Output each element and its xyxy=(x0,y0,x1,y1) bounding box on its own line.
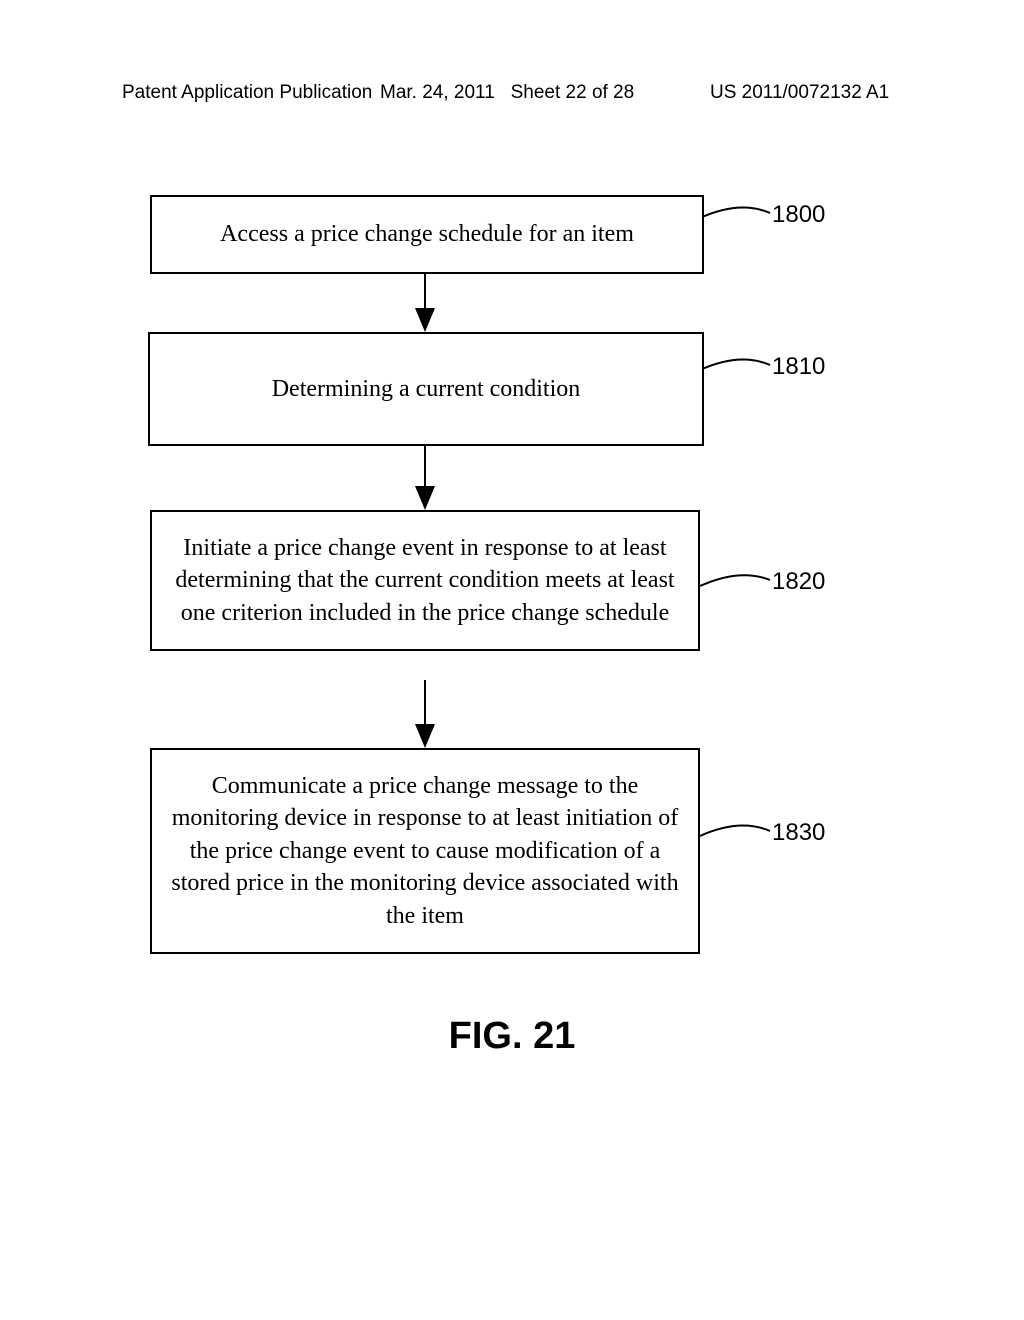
ref-1820: 1820 xyxy=(772,568,825,596)
ref-1830: 1830 xyxy=(772,819,825,847)
leader-1820 xyxy=(700,575,770,586)
leader-1800 xyxy=(700,208,770,218)
flow-node-2-text: Determining a current condition xyxy=(272,373,581,405)
flow-node-1-text: Access a price change schedule for an it… xyxy=(220,218,634,250)
flow-node-3-text: Initiate a price change event in respons… xyxy=(175,535,674,626)
flow-node-4: Communicate a price change message to th… xyxy=(150,748,700,954)
leader-1830 xyxy=(700,826,770,836)
flow-node-2: Determining a current condition xyxy=(148,332,704,446)
figure-label: FIG. 21 xyxy=(0,1015,1024,1058)
flow-node-3: Initiate a price change event in respons… xyxy=(150,510,700,651)
ref-1800: 1800 xyxy=(772,201,825,229)
leader-1810 xyxy=(700,360,770,370)
flow-node-1: Access a price change schedule for an it… xyxy=(150,195,704,274)
flow-node-4-text: Communicate a price change message to th… xyxy=(171,773,678,929)
ref-1810: 1810 xyxy=(772,353,825,381)
